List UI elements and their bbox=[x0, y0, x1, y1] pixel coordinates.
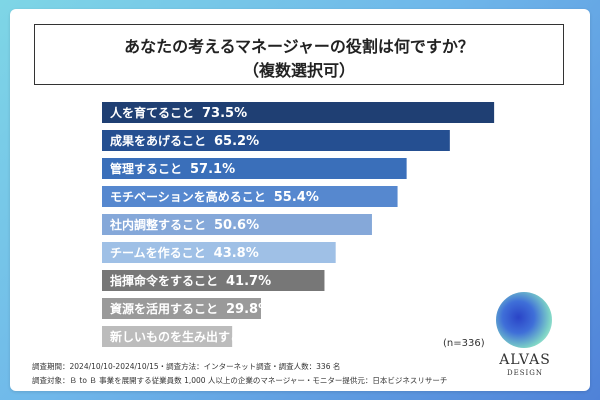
bar-label-9: 新しいものを生み出すこと 24.4% bbox=[110, 329, 307, 345]
bar-3 bbox=[102, 158, 407, 179]
value-label-4: 55.4% bbox=[274, 190, 319, 205]
bar-8 bbox=[102, 298, 261, 319]
alvas-logo-mark bbox=[496, 292, 552, 348]
category-label-9: 新しいものを生み出すこと bbox=[110, 329, 254, 344]
category-label-4: モチベーションを高めること bbox=[110, 189, 266, 204]
bar-2 bbox=[102, 130, 450, 151]
bar-label-6: チームを作ること 43.8% bbox=[110, 245, 259, 261]
bar-label-4: モチベーションを高めること 55.4% bbox=[110, 189, 319, 205]
category-label-8: 資源を活用すること bbox=[110, 301, 218, 316]
value-label-2: 65.2% bbox=[214, 134, 259, 149]
bar-7 bbox=[102, 270, 325, 291]
chart-title-box: あなたの考えるマネージャーの役割は何ですか？ （複数選択可） bbox=[34, 24, 564, 85]
chart-title: あなたの考えるマネージャーの役割は何ですか？ bbox=[124, 37, 474, 56]
category-label-6: チームを作ること bbox=[110, 245, 206, 260]
category-label-1: 人を育てること bbox=[110, 105, 194, 120]
value-label-5: 50.6% bbox=[214, 218, 259, 233]
bar-4 bbox=[102, 186, 398, 207]
sample-size-note: (n=336) bbox=[443, 338, 485, 349]
bar-label-5: 社内調整すること 50.6% bbox=[109, 217, 259, 233]
value-label-3: 57.1% bbox=[190, 162, 235, 177]
bar-label-8: 資源を活用すること 29.8% bbox=[110, 301, 271, 317]
chart-subtitle: （複数選択可） bbox=[242, 61, 355, 80]
bar-label-7: 指揮命令をすること 41.7% bbox=[110, 273, 271, 289]
bar-label-2: 成果をあげること 65.2% bbox=[110, 133, 259, 149]
value-label-7: 41.7% bbox=[226, 274, 271, 289]
logo-subtitle: DESIGN bbox=[507, 369, 543, 377]
bar-label-3: 管理すること 57.1% bbox=[110, 161, 235, 177]
logo-name: ALVAS bbox=[499, 352, 551, 368]
category-label-5: 社内調整すること bbox=[109, 217, 206, 232]
value-label-8: 29.8% bbox=[226, 302, 271, 317]
category-label-2: 成果をあげること bbox=[110, 133, 206, 148]
bar-9 bbox=[102, 326, 233, 347]
bar-5 bbox=[102, 214, 372, 235]
bar-1 bbox=[102, 102, 495, 123]
bar-label-1: 人を育てること 73.5% bbox=[110, 105, 247, 121]
survey-info-line-2: 調査対象：Ｂ to Ｂ 事業を展開する従業員数 1,000 人以上の企業のマネー… bbox=[32, 376, 448, 385]
category-label-7: 指揮命令をすること bbox=[110, 273, 218, 288]
value-label-1: 73.5% bbox=[202, 106, 247, 121]
category-label-3: 管理すること bbox=[110, 161, 182, 176]
value-label-6: 43.8% bbox=[214, 246, 259, 261]
value-label-9: 24.4% bbox=[262, 330, 307, 345]
bar-6 bbox=[102, 242, 336, 263]
survey-info-line-1: 調査期間：2024/10/10-2024/10/15・調査方法：インターネット調… bbox=[32, 362, 341, 371]
